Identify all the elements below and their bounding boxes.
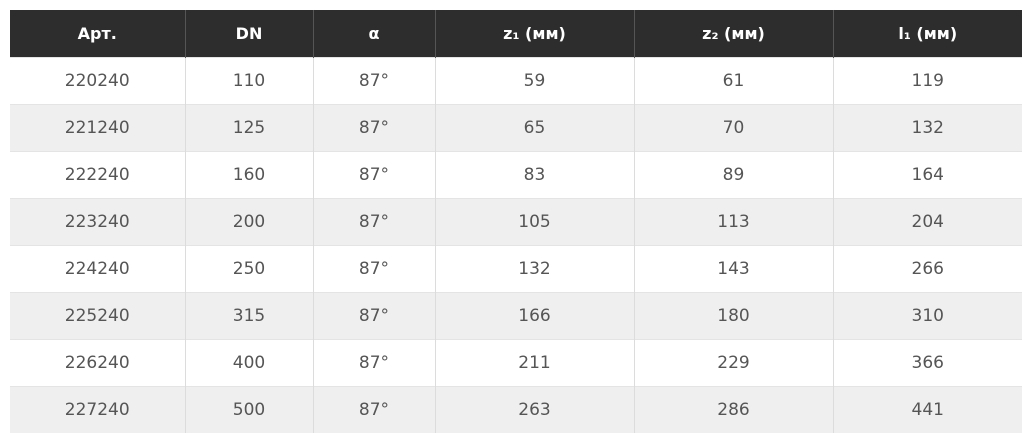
table-row: 220240 110 87° 59 61 119 <box>10 57 1022 105</box>
header-cell: DN <box>185 10 314 58</box>
table-cell: 441 <box>833 386 1022 433</box>
table-cell: 105 <box>435 198 635 246</box>
table-cell: 87° <box>313 339 436 387</box>
table-cell: 227240 <box>10 386 186 433</box>
table-cell: 132 <box>833 104 1022 152</box>
table-cell: 87° <box>313 151 436 199</box>
table-cell: 70 <box>634 104 834 152</box>
spec-table: Арт. DN α z₁ (мм) z₂ (мм) l₁ (мм) 220240 110 87… <box>10 10 1022 433</box>
table-cell: 263 <box>435 386 635 433</box>
table-cell: 400 <box>185 339 314 387</box>
table-cell: 221240 <box>10 104 186 152</box>
table-cell: 204 <box>833 198 1022 246</box>
table-cell: 164 <box>833 151 1022 199</box>
table-cell: 61 <box>634 57 834 105</box>
table-cell: 286 <box>634 386 834 433</box>
table-cell: 87° <box>313 57 436 105</box>
header-row: Арт. DN α z₁ (мм) z₂ (мм) l₁ (мм) <box>10 10 1022 58</box>
table-cell: 87° <box>313 386 436 433</box>
table-cell: 500 <box>185 386 314 433</box>
table-cell: 132 <box>435 245 635 293</box>
table-cell: 226240 <box>10 339 186 387</box>
table-cell: 222240 <box>10 151 186 199</box>
table-row: 222240 160 87° 83 89 164 <box>10 151 1022 199</box>
table-cell: 211 <box>435 339 635 387</box>
table-cell: 266 <box>833 245 1022 293</box>
table-cell: 119 <box>833 57 1022 105</box>
header-cell: Арт. <box>10 10 186 58</box>
table-cell: 89 <box>634 151 834 199</box>
table-cell: 110 <box>185 57 314 105</box>
table-cell: 220240 <box>10 57 186 105</box>
header-cell: z₂ (мм) <box>634 10 834 58</box>
header-cell: z₁ (мм) <box>435 10 635 58</box>
table-row: 223240 200 87° 105 113 204 <box>10 198 1022 246</box>
table-cell: 250 <box>185 245 314 293</box>
table-cell: 125 <box>185 104 314 152</box>
table-cell: 143 <box>634 245 834 293</box>
table-cell: 229 <box>634 339 834 387</box>
table-cell: 310 <box>833 292 1022 340</box>
table-cell: 160 <box>185 151 314 199</box>
table-cell: 83 <box>435 151 635 199</box>
table-cell: 65 <box>435 104 635 152</box>
table-cell: 180 <box>634 292 834 340</box>
table-cell: 166 <box>435 292 635 340</box>
table-cell: 87° <box>313 292 436 340</box>
table-body: 220240 110 87° 59 61 119 221240 125 87° 65 70 132 22… <box>10 57 1022 433</box>
header-cell: l₁ (мм) <box>833 10 1022 58</box>
table-row: 226240 400 87° 211 229 366 <box>10 339 1022 387</box>
table-row: 227240 500 87° 263 286 441 <box>10 386 1022 433</box>
table-cell: 366 <box>833 339 1022 387</box>
table-cell: 87° <box>313 198 436 246</box>
table-cell: 87° <box>313 104 436 152</box>
table-row: 225240 315 87° 166 180 310 <box>10 292 1022 340</box>
table-row: 221240 125 87° 65 70 132 <box>10 104 1022 152</box>
table-cell: 224240 <box>10 245 186 293</box>
table-cell: 59 <box>435 57 635 105</box>
table-cell: 87° <box>313 245 436 293</box>
header-cell: α <box>313 10 436 58</box>
table-cell: 200 <box>185 198 314 246</box>
table-cell: 225240 <box>10 292 186 340</box>
table-cell: 113 <box>634 198 834 246</box>
table-row: 224240 250 87° 132 143 266 <box>10 245 1022 293</box>
table-cell: 223240 <box>10 198 186 246</box>
table-cell: 315 <box>185 292 314 340</box>
